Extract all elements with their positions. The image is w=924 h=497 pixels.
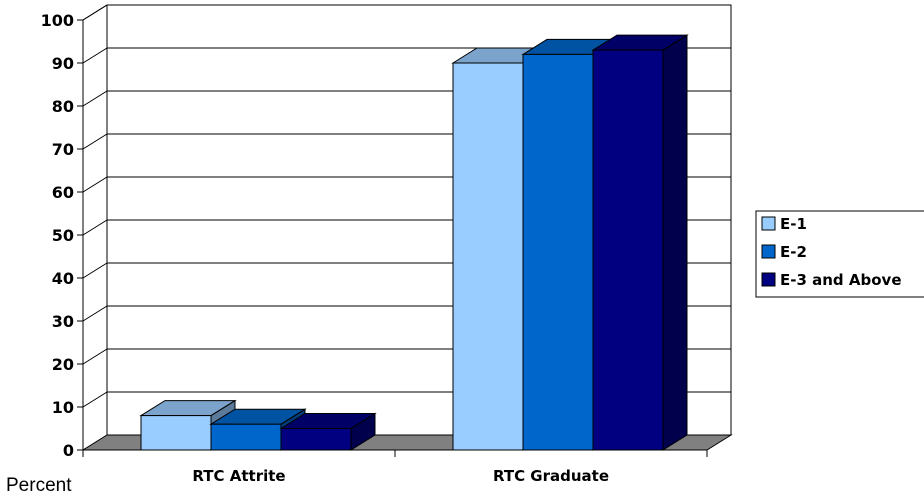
gridline-side bbox=[82, 47, 108, 64]
x-category-label: RTC Graduate bbox=[493, 467, 609, 485]
bar-front-face bbox=[280, 428, 352, 451]
legend-label: E-1 bbox=[780, 215, 807, 233]
back-wall-outline bbox=[82, 4, 732, 435]
bar-front-face bbox=[140, 415, 212, 451]
y-tick-label: 50 bbox=[52, 226, 74, 245]
y-tick-label: 70 bbox=[52, 140, 74, 159]
y-axis-title: Percent bbox=[6, 475, 72, 496]
bar-side-face bbox=[662, 34, 688, 451]
y-tick-label: 20 bbox=[52, 355, 74, 374]
bar-front-face bbox=[210, 423, 282, 451]
y-tick-label: 90 bbox=[52, 54, 74, 73]
axis-labels: 0 10 20 30 40 50 60 70 80 90 100 RTC Attrite RTC Gra… bbox=[41, 11, 609, 485]
bar-front-face bbox=[522, 53, 594, 451]
legend-label: E-3 and Above bbox=[780, 271, 902, 289]
y-tick-label: 0 bbox=[63, 441, 74, 460]
gridline-side bbox=[82, 90, 108, 107]
bar bbox=[279, 412, 377, 451]
bars bbox=[139, 34, 689, 451]
gridline-side bbox=[82, 305, 108, 322]
y-tick-label: 60 bbox=[52, 183, 74, 202]
y-tick-label: 80 bbox=[52, 97, 74, 116]
legend-swatch bbox=[761, 216, 776, 231]
gridline-side bbox=[82, 391, 108, 408]
y-tick-label: 100 bbox=[41, 11, 74, 30]
gridline-side bbox=[82, 219, 108, 236]
legend: E-1 E-2 E-3 and Above bbox=[755, 210, 924, 298]
y-tick-label: 10 bbox=[52, 398, 74, 417]
bar-front-face bbox=[592, 49, 664, 451]
y-tick-label: 30 bbox=[52, 312, 74, 331]
bar-front-face bbox=[452, 62, 524, 451]
legend-frame bbox=[755, 210, 924, 298]
gridline-side bbox=[82, 176, 108, 193]
legend-label: E-2 bbox=[780, 243, 807, 261]
y-tick-label: 40 bbox=[52, 269, 74, 288]
legend-swatch bbox=[761, 272, 776, 287]
gridline-side bbox=[82, 348, 108, 365]
bar bbox=[591, 34, 689, 451]
x-category-label: RTC Attrite bbox=[192, 467, 285, 485]
legend-swatch bbox=[761, 244, 776, 259]
gridline-side bbox=[82, 262, 108, 279]
gridline-side bbox=[82, 133, 108, 150]
